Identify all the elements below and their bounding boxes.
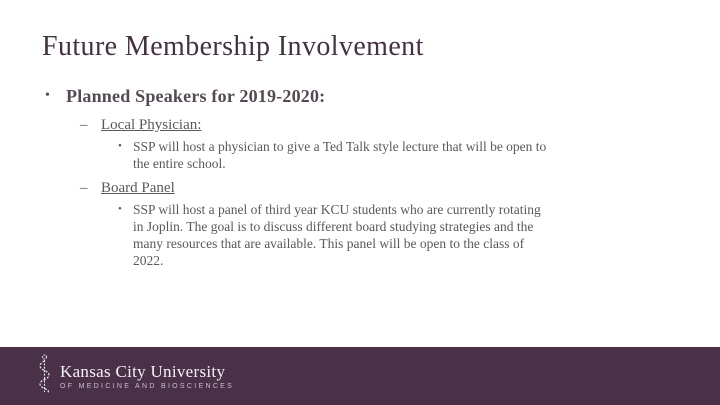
org-tagline: OF MEDICINE AND BIOSCIENCES xyxy=(60,383,235,390)
detail-line: in Joplin. The goal is to discuss differ… xyxy=(133,219,534,234)
detail-line: SSP will host a panel of third year KCU … xyxy=(133,202,541,217)
org-name: Kansas City University xyxy=(60,362,226,381)
bullet-item-level2: – Board Panel xyxy=(80,179,700,197)
level2-heading-local-physician: Local Physician: xyxy=(101,117,202,133)
detail-line: many resources that are available. This … xyxy=(133,236,525,251)
dash-glyph: – xyxy=(80,180,88,196)
level3-detail-text: SSP will host a panel of third year KCU … xyxy=(133,201,673,269)
bullet-item-level1: • Planned Speakers for 2019-2020: xyxy=(45,85,700,107)
dash-glyph: – xyxy=(80,117,88,133)
level2-heading-board-panel: Board Panel xyxy=(101,180,175,196)
level1-heading: Planned Speakers for 2019-2020: xyxy=(66,86,326,106)
slide-body: • Planned Speakers for 2019-2020: – Loca… xyxy=(0,85,700,276)
bullet-item-level3: • SSP will host a physician to give a Te… xyxy=(118,138,700,172)
caduceus-icon xyxy=(36,353,53,399)
level3-detail-text: SSP will host a physician to give a Ted … xyxy=(133,138,673,172)
bullet-glyph: • xyxy=(118,203,122,215)
footer-bar: Kansas City University OF MEDICINE AND B… xyxy=(0,347,720,405)
bullet-glyph: • xyxy=(118,140,122,152)
footer-brand: Kansas City University OF MEDICINE AND B… xyxy=(60,362,234,390)
bullet-glyph: • xyxy=(45,88,50,103)
bullet-item-level3: • SSP will host a panel of third year KC… xyxy=(118,201,700,269)
detail-line: 2022. xyxy=(133,253,164,268)
detail-line: the entire school. xyxy=(133,156,226,171)
detail-line: SSP will host a physician to give a Ted … xyxy=(133,139,547,154)
bullet-item-level2: – Local Physician: xyxy=(80,116,700,134)
slide-title: Future Membership Involvement xyxy=(42,31,424,62)
